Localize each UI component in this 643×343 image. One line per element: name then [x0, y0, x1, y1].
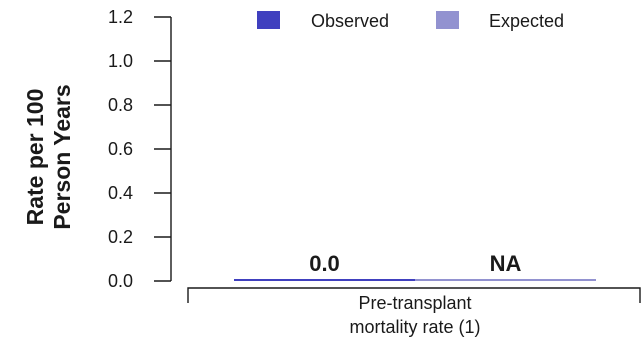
- legend-swatch-observed: [257, 11, 280, 29]
- y-axis-title: Rate per 100 Person Years: [22, 84, 75, 229]
- y-tick-label: 0.8: [108, 95, 133, 115]
- category-label-line: Pre-transplant: [358, 293, 471, 313]
- data-label-observed: 0.0: [309, 251, 340, 276]
- legend: Observed Expected: [257, 11, 564, 31]
- y-tick-label: 0.2: [108, 227, 133, 247]
- y-tick-label: 1.2: [108, 7, 133, 27]
- y-tick-label: 1.0: [108, 51, 133, 71]
- y-axis-title-line-2: Person Years: [49, 84, 75, 229]
- bar-observed: [234, 279, 415, 281]
- x-axis-bracket: [187, 287, 641, 303]
- y-tick-label: 0.4: [108, 183, 133, 203]
- legend-label-observed: Observed: [311, 11, 389, 31]
- data-label-expected: NA: [490, 251, 522, 276]
- y-axis-title-line-1: Rate per 100: [22, 89, 48, 226]
- data-labels: 0.0 NA: [309, 251, 521, 276]
- y-tick-label: 0.6: [108, 139, 133, 159]
- y-axis: 0.0 0.2 0.4 0.6 0.8 1.0 1.2: [108, 7, 172, 291]
- legend-swatch-expected: [436, 11, 459, 29]
- y-tick-label: 0.0: [108, 271, 133, 291]
- category-labels: Pre-transplant mortality rate (1): [349, 293, 480, 337]
- legend-label-expected: Expected: [489, 11, 564, 31]
- category-label-line: mortality rate (1): [349, 317, 480, 337]
- x-axis: [187, 287, 641, 303]
- bar-expected: [415, 279, 596, 281]
- bars: [234, 279, 596, 281]
